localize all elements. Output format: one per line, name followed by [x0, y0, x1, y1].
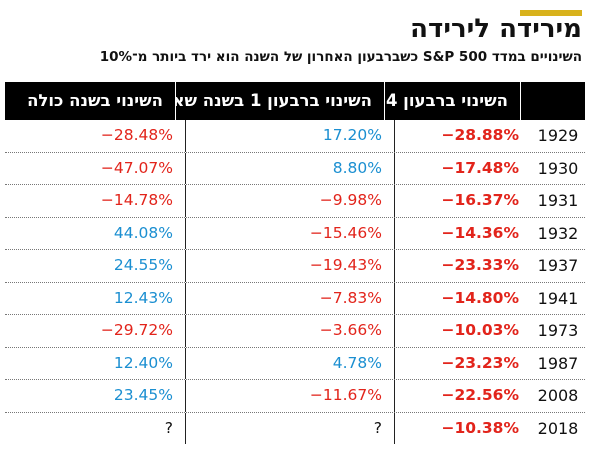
table-row: −47.07% 8.80% −17.48% 1930 — [5, 152, 585, 185]
cell-q4: −16.37% — [441, 191, 519, 209]
cell-full-year: 12.40% — [113, 353, 173, 372]
table-row: −29.72% −3.66% −10.03% 1973 — [5, 315, 585, 348]
cell-q4: −14.36% — [441, 223, 519, 242]
cell-full-year: −47.07% — [100, 158, 173, 177]
table-row: 23.45% −11.67% −22.56% 2008 — [5, 380, 585, 413]
cell-year: 2018 — [537, 418, 579, 438]
table-row: 12.40% 4.78% −23.23% 1987 — [5, 347, 585, 380]
cell-q1-next-year: −19.43% — [185, 250, 395, 282]
cell-q1-next-year: −9.98% — [185, 185, 395, 217]
cell-year: 1941 — [537, 288, 579, 308]
cell-full-year: −29.72% — [100, 321, 173, 339]
accent-bar — [520, 10, 582, 16]
cell-full-year: 44.08% — [113, 223, 173, 242]
cell-q4: −10.03% — [441, 321, 519, 339]
cell-year: 1930 — [537, 158, 579, 178]
cell-full-year: 12.43% — [113, 288, 173, 307]
cell-full-year: 24.55% — [113, 256, 173, 274]
cell-full-year: −28.48% — [100, 126, 173, 144]
cell-year: 1929 — [537, 126, 579, 145]
table-row: −14.78% −9.98% −16.37% 1931 — [5, 185, 585, 218]
cell-full-year: 23.45% — [113, 386, 173, 404]
cell-q4: −14.80% — [441, 288, 519, 307]
cell-q1-next-year: ? — [185, 412, 395, 444]
table-row: −28.48% 17.20% −28.88% 1929 — [5, 120, 585, 153]
table-row: 44.08% −15.46% −14.36% 1932 — [5, 217, 585, 250]
chart-subtitle: השינויים במדד S&P 500 כשברבעון האחרון של… — [99, 49, 582, 65]
cell-year: 1973 — [537, 321, 579, 340]
header-q1-next-year: השינוי ברבעון 1 בשנה שאחרי — [175, 82, 385, 120]
cell-q4: −23.23% — [441, 353, 519, 372]
header-year — [531, 82, 575, 120]
table-body: −28.48% 17.20% −28.88% 1929 −47.07% 8.80% −17.… — [5, 120, 585, 444]
cell-q4: −28.88% — [441, 126, 519, 144]
cell-year: 1931 — [537, 191, 579, 210]
cell-q4: −17.48% — [441, 158, 519, 177]
data-table: השינוי בשנה כולה השינוי ברבעון 1 בשנה שא… — [5, 82, 585, 444]
cell-year: 1987 — [537, 353, 579, 373]
cell-year: 1937 — [537, 256, 579, 275]
cell-q4: −23.33% — [441, 256, 519, 274]
cell-year: 2008 — [537, 386, 579, 405]
cell-q4: −10.38% — [441, 418, 519, 437]
header-q4: השינוי ברבעון 4 — [385, 82, 521, 120]
table-row: ?? −10.38% 2018 — [5, 412, 585, 444]
table-row: 12.43% −7.83% −14.80% 1941 — [5, 282, 585, 315]
cell-q1-next-year: −7.83% — [185, 282, 395, 314]
chart-title: מירידה לירידה — [410, 14, 582, 44]
table-header: השינוי בשנה כולה השינוי ברבעון 1 בשנה שא… — [5, 82, 585, 120]
cell-q4: −22.56% — [441, 386, 519, 404]
cell-full-year: ? — [164, 418, 173, 437]
cell-q1-next-year: −15.46% — [185, 217, 395, 249]
header-full-year: השינוי בשנה כולה — [27, 91, 163, 110]
cell-full-year: −14.78% — [100, 191, 173, 209]
cell-q1-next-year: −3.66% — [185, 315, 395, 347]
table-row: 24.55% −19.43% −23.33% 1937 — [5, 250, 585, 283]
cell-year: 1932 — [537, 223, 579, 243]
cell-q1-next-year: 17.20% — [185, 120, 395, 152]
cell-q1-next-year: 4.78% — [185, 347, 395, 379]
cell-q1-next-year: 8.80% — [185, 152, 395, 184]
cell-q1-next-year: −11.67% — [185, 380, 395, 412]
